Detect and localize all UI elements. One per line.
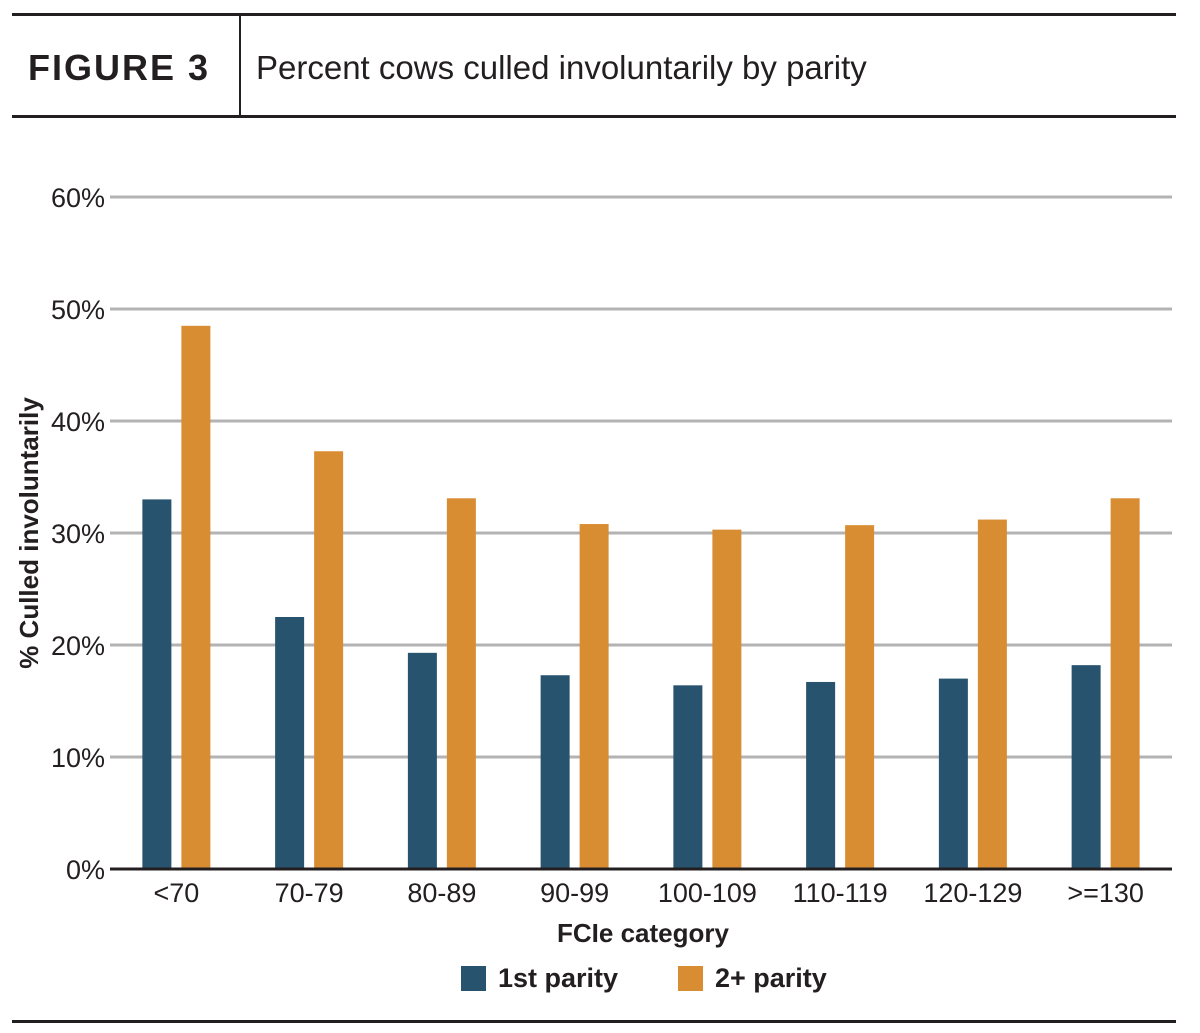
x-tick-label: <70 xyxy=(153,878,199,908)
bar-series-1 xyxy=(806,681,836,869)
header-divider xyxy=(239,16,241,115)
y-tick-label: 60% xyxy=(51,183,105,213)
y-tick-label: 10% xyxy=(51,743,105,773)
y-tick-label: 30% xyxy=(51,519,105,549)
x-tick-label: 80-89 xyxy=(407,878,476,908)
bar-series-2 xyxy=(977,519,1007,869)
y-tick-label: 0% xyxy=(66,855,105,885)
bar-series-2 xyxy=(1110,498,1140,869)
y-tick-label: 20% xyxy=(51,631,105,661)
bar-series-2 xyxy=(446,498,476,869)
bar-series-1 xyxy=(673,685,703,869)
legend-item-series-1: 1st parity xyxy=(461,958,618,998)
bar-series-1 xyxy=(142,499,172,869)
y-axis-title: % Culled involuntarily xyxy=(14,397,44,669)
bar-series-2 xyxy=(181,325,211,869)
bar-series-1 xyxy=(407,652,437,869)
legend-label-series-2: 2+ parity xyxy=(715,962,827,993)
x-tick-label: 100-109 xyxy=(658,878,757,908)
x-tick-label: >=130 xyxy=(1067,878,1144,908)
footer-rule xyxy=(12,1020,1176,1023)
legend-label-series-1: 1st parity xyxy=(498,962,619,993)
bar-chart: 0% 10% 20% 30% 40% 50% 60% <70 70-79 80-89 90-99 10… xyxy=(14,183,1172,948)
y-tick-label: 50% xyxy=(51,295,105,325)
bar-series-2 xyxy=(579,524,609,869)
bar-series-1 xyxy=(540,675,570,869)
x-axis-title: FCIe category xyxy=(557,918,729,948)
x-tick-label: 70-79 xyxy=(275,878,344,908)
header-top-rule xyxy=(12,13,1176,16)
figure-title: Percent cows culled involuntarily by par… xyxy=(256,49,867,86)
bar-series-1 xyxy=(938,678,968,869)
bar-series-2 xyxy=(314,451,344,869)
x-tick-label: 120-129 xyxy=(923,878,1022,908)
bar-series-2 xyxy=(845,525,875,869)
legend-swatch-series-1 xyxy=(461,965,486,991)
chart-legend: 1st parity 2+ parity xyxy=(0,958,1200,998)
bar-series-1 xyxy=(275,617,305,869)
bar-series-2 xyxy=(712,529,742,869)
bar-series-1 xyxy=(1071,665,1101,869)
y-tick-label: 40% xyxy=(51,407,105,437)
x-tick-label: 90-99 xyxy=(540,878,609,908)
legend-item-series-2: 2+ parity xyxy=(678,958,827,998)
figure-label: FIGURE 3 xyxy=(28,47,211,88)
x-tick-label: 110-119 xyxy=(793,878,888,908)
legend-swatch-series-2 xyxy=(678,965,703,991)
header-bottom-rule xyxy=(12,115,1176,118)
